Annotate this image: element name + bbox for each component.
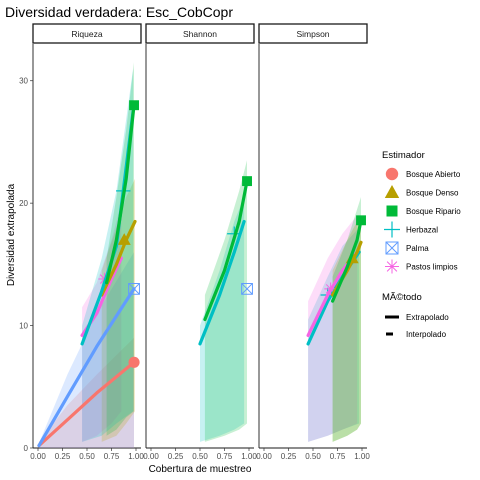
legend-key-palma	[385, 241, 399, 255]
x-tick-label: 0.25	[55, 452, 71, 461]
x-axis-title: Cobertura de muestreo	[149, 464, 252, 475]
facet-strip-label: Simpson	[296, 29, 329, 39]
legend-title-metodo: MÃ©todo	[382, 292, 422, 303]
legend-item-bosque-ripario: Bosque Ripario	[386, 205, 461, 217]
line-bosque-abierto	[37, 360, 136, 448]
x-tick-label: 1.00	[128, 452, 144, 461]
legend-label: Pastos limpios	[406, 263, 458, 272]
chart-title: Diversidad verdadera: Esc_CobCopr	[5, 4, 233, 20]
legend-label: Bosque Ripario	[406, 207, 461, 216]
line-bosque-ripario	[105, 103, 136, 285]
x-tick-label: 0.25	[281, 452, 297, 461]
legend-key-pastos-limpios	[385, 259, 399, 274]
facet-strip-riqueza	[32, 23, 142, 44]
point-pastos-limpios	[324, 282, 337, 296]
x-tick-label: 0.00	[30, 452, 46, 461]
y-axis-title: Diversidad extrapolada	[6, 183, 17, 286]
legend-item-extrapolado: Extrapolado	[385, 313, 449, 322]
x-tick-label: 0.75	[217, 452, 233, 461]
x-tick-label: 0.00	[256, 452, 272, 461]
legend-item-bosque-denso: Bosque Denso	[384, 185, 459, 198]
facet-strip-shannon	[145, 23, 255, 44]
x-tick-label: 0.75	[104, 452, 120, 461]
legend: Estimador MÃ©todo Bosque Abierto Bosque D…	[382, 150, 461, 339]
facet-strip-label: Shannon	[183, 29, 217, 39]
legend-label: Herbazal	[406, 226, 438, 235]
legend-item-pastos-limpios: Pastos limpios	[385, 259, 458, 274]
legend-key-bosque-ripario	[386, 205, 398, 217]
facet-panels: Riqueza 0.00 0.25 0.50 0.75 1.00 0 10 20 30 Shanno…	[19, 23, 370, 461]
ribbon-palma	[39, 252, 134, 448]
legend-item-palma: Palma	[385, 241, 429, 255]
point-palma	[241, 282, 253, 295]
line-bosque-ripario	[203, 179, 249, 322]
legend-label: Bosque Abierto	[406, 170, 461, 179]
line-bosque-denso	[100, 219, 137, 297]
x-tick-label: 0.75	[330, 452, 346, 461]
y-tick-label: 30	[19, 77, 28, 86]
x-tick-label: 0.50	[79, 452, 95, 461]
x-tick-label: 1.00	[241, 452, 257, 461]
legend-item-herbazal: Herbazal	[384, 221, 438, 238]
panel-simpson: Simpson 0.00 0.25 0.50 0.75 1.00	[256, 23, 370, 461]
y-tick-label: 10	[19, 322, 28, 331]
x-tick-label: 0.50	[192, 452, 208, 461]
point-bosque-abierto	[128, 356, 140, 368]
legend-label: Interpolado	[406, 330, 447, 339]
legend-label: Bosque Denso	[406, 189, 459, 198]
legend-item-interpolado: Interpolado	[386, 330, 447, 339]
x-tick-label: 1.00	[354, 452, 370, 461]
legend-label: Extrapolado	[406, 313, 449, 322]
panel-shannon: Shannon 0.00 0.25 0.50 0.75 1.00	[143, 23, 257, 461]
line-bosque-ripario	[331, 218, 363, 303]
legend-key-herbazal	[384, 221, 400, 238]
legend-key-bosque-denso	[384, 185, 400, 198]
ribbon-bosque-abierto	[39, 337, 134, 448]
point-bosque-ripario	[356, 215, 366, 226]
point-bosque-denso	[117, 233, 131, 245]
ribbon-herbazal	[308, 227, 360, 442]
y-tick-label: 20	[19, 199, 28, 208]
line-herbazal	[198, 219, 246, 346]
legend-title-estimador: Estimador	[382, 150, 425, 161]
legend-item-bosque-abierto: Bosque Abierto	[385, 167, 461, 181]
facet-strip-simpson	[258, 23, 368, 44]
x-tick-label: 0.25	[168, 452, 184, 461]
point-bosque-ripario	[129, 100, 139, 111]
legend-key-bosque-abierto	[385, 167, 399, 181]
point-bosque-ripario	[242, 176, 252, 187]
x-tick-label: 0.00	[143, 452, 159, 461]
line-palma	[37, 287, 136, 448]
x-tick-label: 0.50	[305, 452, 321, 461]
panel-riqueza: Riqueza 0.00 0.25 0.50 0.75 1.00 0 10 20 30	[19, 23, 144, 461]
y-tick-label: 0	[24, 444, 29, 453]
point-palma	[128, 282, 140, 295]
legend-label: Palma	[406, 244, 429, 253]
facet-strip-label: Riqueza	[71, 29, 102, 39]
